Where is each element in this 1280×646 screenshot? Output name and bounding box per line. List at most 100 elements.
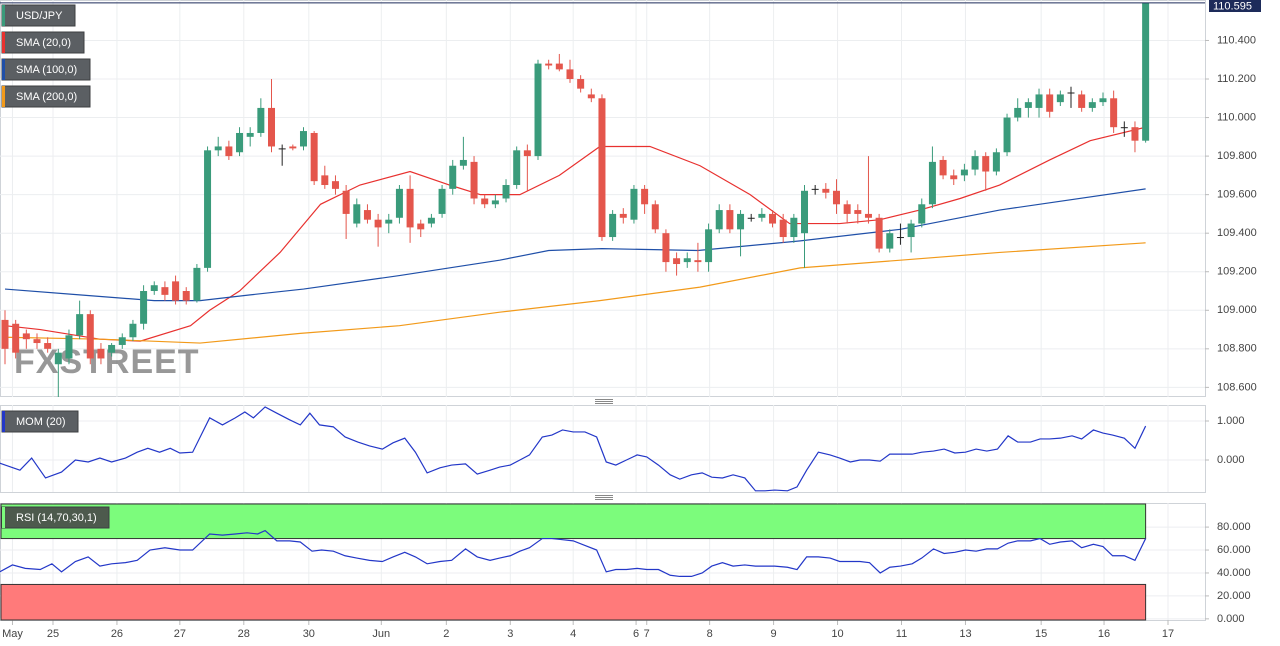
candle-body	[22, 333, 30, 340]
candle-body	[246, 132, 254, 137]
x-tick-label: 4	[570, 628, 576, 640]
oversold-band	[0, 583, 1147, 621]
candle-body	[715, 210, 723, 230]
x-tick-label: 9	[771, 628, 777, 640]
candle-body	[44, 343, 52, 349]
legend-entry: MOM (20)	[1, 410, 79, 433]
candle-body	[385, 219, 393, 224]
candle-body	[1110, 98, 1118, 128]
x-tick-label: 30	[303, 628, 315, 640]
candle-body	[1046, 94, 1054, 112]
candle-body	[268, 107, 276, 147]
last-price-box	[1209, 0, 1261, 12]
candle-body	[726, 210, 734, 230]
x-tick-label: Jun	[372, 628, 390, 640]
legend-label: SMA (200,0)	[16, 91, 77, 103]
candle-body	[97, 348, 105, 359]
candle-body	[1088, 102, 1096, 108]
candle-body	[140, 291, 148, 324]
candle-body	[1003, 117, 1011, 153]
candle-body	[886, 233, 894, 249]
candle-body	[960, 169, 968, 176]
panel-handle[interactable]	[595, 399, 613, 404]
candle-body	[1024, 102, 1032, 108]
x-tick-label: 7	[644, 628, 650, 640]
candle-body	[1067, 92, 1075, 94]
candle-body	[1120, 127, 1128, 129]
x-tick-label: 17	[1162, 628, 1174, 640]
candle-body	[1131, 127, 1139, 141]
candle-body	[992, 152, 1000, 172]
candle-body	[182, 291, 190, 301]
candle-body	[737, 213, 745, 230]
series-line	[4, 188, 1146, 302]
x-tick-label: 26	[111, 628, 123, 640]
candle-body	[566, 69, 574, 80]
candle-body	[609, 213, 617, 238]
candle-body	[299, 131, 307, 147]
legend-label: USD/JPY	[16, 10, 63, 22]
candle-body	[651, 204, 659, 230]
candle-body	[896, 237, 904, 239]
y-tick-label: 1.000	[1217, 415, 1245, 427]
legend-label: MOM (20)	[16, 416, 66, 428]
y-tick-label: 60.000	[1217, 544, 1251, 556]
candle-body	[342, 190, 350, 214]
mom-panel	[0, 405, 1206, 493]
candle-body	[438, 188, 446, 214]
legend-label: RSI (14,70,30,1)	[16, 512, 97, 524]
candle-body	[918, 204, 926, 224]
x-tick-label: 2	[443, 628, 449, 640]
legend-label: SMA (100,0)	[16, 64, 77, 76]
y-tick-label: 110.200	[1217, 73, 1256, 85]
legend-swatch	[2, 59, 5, 80]
legend-swatch	[2, 507, 5, 528]
series-line	[4, 126, 1146, 342]
candle-body	[982, 156, 990, 172]
x-tick-label: 8	[707, 628, 713, 640]
candle-body	[353, 204, 361, 224]
candle-body	[54, 352, 62, 365]
x-tick-label: 3	[507, 628, 513, 640]
candle-body	[555, 63, 563, 70]
legend-label: SMA (20,0)	[16, 37, 71, 49]
candle-body	[289, 146, 297, 149]
y-tick-label: 108.600	[1217, 381, 1257, 393]
x-tick-label: 6	[633, 628, 639, 640]
candle-body	[747, 217, 755, 219]
candle-body	[1056, 94, 1064, 103]
candle-body	[161, 287, 169, 295]
candle-body	[1014, 107, 1022, 118]
candle-body	[1078, 94, 1086, 108]
overbought-band	[0, 503, 1147, 540]
candle-body	[534, 63, 542, 157]
x-tick-label: 16	[1098, 628, 1110, 640]
candle-body	[939, 159, 947, 176]
x-tick-label: 27	[174, 628, 186, 640]
panel-handle[interactable]	[595, 495, 613, 500]
candle-body	[321, 175, 329, 186]
y-tick-label: 110.000	[1217, 111, 1256, 123]
candle-body	[1099, 98, 1107, 103]
y-tick-label: 110.400	[1217, 34, 1256, 46]
candle-body	[587, 94, 595, 99]
candle-body	[1142, 2, 1150, 141]
legend-swatch	[2, 32, 5, 53]
candle-body	[150, 285, 158, 292]
candle-body	[427, 217, 435, 224]
candle-body	[481, 198, 489, 205]
candle-body	[278, 148, 286, 150]
candle-body	[33, 339, 41, 344]
candle-body	[790, 217, 798, 238]
candle-body	[214, 146, 222, 151]
series-line	[0, 406, 1147, 492]
candle-body	[310, 132, 318, 182]
x-tick-label: 15	[1035, 628, 1047, 640]
candle-body	[928, 161, 936, 205]
candle-body	[118, 337, 126, 345]
x-tick-label: 28	[238, 628, 250, 640]
candle-body	[545, 63, 553, 66]
